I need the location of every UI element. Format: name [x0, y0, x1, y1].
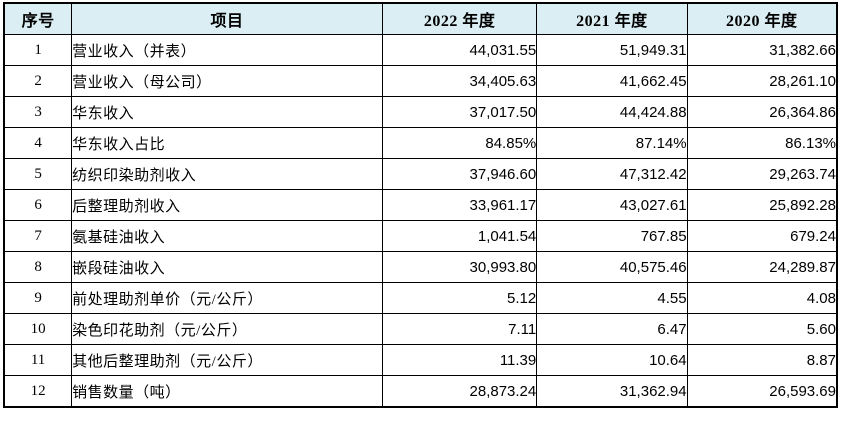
cell-y2022: 7.11	[381, 313, 538, 345]
cell-index: 3	[3, 96, 73, 128]
cell-y2022: 84.85%	[381, 127, 538, 159]
table-row: 1 营业收入（并表） 44,031.55 51,949.31 31,382.66	[3, 34, 838, 66]
cell-y2021: 87.14%	[536, 127, 688, 159]
cell-y2022: 5.12	[381, 282, 538, 314]
cell-y2021: 6.47	[536, 313, 688, 345]
cell-y2021: 51,949.31	[536, 34, 688, 66]
cell-item: 销售数量（吨）	[71, 375, 383, 408]
cell-index: 11	[3, 344, 73, 376]
financial-table-container: 序号 项目 2022 年度 2021 年度 2020 年度 1 营业收入（并表） 44,03…	[3, 2, 838, 408]
table-row: 4 华东收入占比 84.85% 87.14% 86.13%	[3, 127, 838, 159]
cell-y2020: 25,892.28	[686, 189, 838, 221]
cell-y2021: 47,312.42	[536, 158, 688, 190]
cell-item: 华东收入占比	[71, 127, 383, 159]
column-header-y2021: 2021 年度	[536, 2, 688, 35]
cell-y2021: 4.55	[536, 282, 688, 314]
cell-item: 华东收入	[71, 96, 383, 128]
financial-data-table: 序号 项目 2022 年度 2021 年度 2020 年度 1 营业收入（并表） 44,03…	[3, 2, 838, 408]
cell-y2022: 11.39	[381, 344, 538, 376]
table-row: 7 氨基硅油收入 1,041.54 767.85 679.24	[3, 220, 838, 252]
cell-y2021: 40,575.46	[536, 251, 688, 283]
cell-y2020: 5.60	[686, 313, 838, 345]
cell-index: 7	[3, 220, 73, 252]
cell-y2020: 8.87	[686, 344, 838, 376]
cell-y2021: 31,362.94	[536, 375, 688, 408]
table-header: 序号 项目 2022 年度 2021 年度 2020 年度	[3, 2, 838, 35]
cell-index: 12	[3, 375, 73, 408]
table-row: 3 华东收入 37,017.50 44,424.88 26,364.86	[3, 96, 838, 128]
cell-y2022: 37,946.60	[381, 158, 538, 190]
cell-y2020: 679.24	[686, 220, 838, 252]
cell-index: 9	[3, 282, 73, 314]
header-row: 序号 项目 2022 年度 2021 年度 2020 年度	[3, 2, 838, 35]
cell-y2021: 41,662.45	[536, 65, 688, 97]
cell-y2021: 10.64	[536, 344, 688, 376]
cell-y2021: 767.85	[536, 220, 688, 252]
cell-item: 营业收入（并表）	[71, 34, 383, 66]
table-body: 1 营业收入（并表） 44,031.55 51,949.31 31,382.66 2 营业收…	[3, 34, 838, 408]
table-row: 6 后整理助剂收入 33,961.17 43,027.61 25,892.28	[3, 189, 838, 221]
cell-y2020: 26,593.69	[686, 375, 838, 408]
table-row: 2 营业收入（母公司） 34,405.63 41,662.45 28,261.10	[3, 65, 838, 97]
cell-y2022: 37,017.50	[381, 96, 538, 128]
cell-index: 4	[3, 127, 73, 159]
table-row: 9 前处理助剂单价（元/公斤） 5.12 4.55 4.08	[3, 282, 838, 314]
cell-y2022: 30,993.80	[381, 251, 538, 283]
cell-index: 10	[3, 313, 73, 345]
cell-index: 6	[3, 189, 73, 221]
cell-item: 前处理助剂单价（元/公斤）	[71, 282, 383, 314]
cell-item: 纺织印染助剂收入	[71, 158, 383, 190]
cell-item: 嵌段硅油收入	[71, 251, 383, 283]
table-row: 11 其他后整理助剂（元/公斤） 11.39 10.64 8.87	[3, 344, 838, 376]
cell-item: 氨基硅油收入	[71, 220, 383, 252]
column-header-y2020: 2020 年度	[686, 2, 838, 35]
cell-y2022: 34,405.63	[381, 65, 538, 97]
cell-item: 其他后整理助剂（元/公斤）	[71, 344, 383, 376]
cell-y2022: 28,873.24	[381, 375, 538, 408]
table-row: 10 染色印花助剂（元/公斤） 7.11 6.47 5.60	[3, 313, 838, 345]
table-row: 12 销售数量（吨） 28,873.24 31,362.94 26,593.69	[3, 375, 838, 408]
cell-index: 5	[3, 158, 73, 190]
column-header-index: 序号	[3, 2, 73, 35]
cell-y2020: 31,382.66	[686, 34, 838, 66]
cell-y2021: 44,424.88	[536, 96, 688, 128]
cell-y2020: 4.08	[686, 282, 838, 314]
cell-y2020: 26,364.86	[686, 96, 838, 128]
cell-item: 后整理助剂收入	[71, 189, 383, 221]
cell-index: 8	[3, 251, 73, 283]
table-row: 5 纺织印染助剂收入 37,946.60 47,312.42 29,263.74	[3, 158, 838, 190]
column-header-y2022: 2022 年度	[381, 2, 538, 35]
cell-y2022: 1,041.54	[381, 220, 538, 252]
cell-item: 染色印花助剂（元/公斤）	[71, 313, 383, 345]
cell-item: 营业收入（母公司）	[71, 65, 383, 97]
cell-y2020: 86.13%	[686, 127, 838, 159]
column-header-item: 项目	[71, 2, 383, 35]
cell-y2020: 28,261.10	[686, 65, 838, 97]
cell-index: 1	[3, 34, 73, 66]
cell-y2022: 33,961.17	[381, 189, 538, 221]
cell-y2022: 44,031.55	[381, 34, 538, 66]
cell-y2020: 29,263.74	[686, 158, 838, 190]
cell-y2020: 24,289.87	[686, 251, 838, 283]
table-row: 8 嵌段硅油收入 30,993.80 40,575.46 24,289.87	[3, 251, 838, 283]
cell-y2021: 43,027.61	[536, 189, 688, 221]
cell-index: 2	[3, 65, 73, 97]
